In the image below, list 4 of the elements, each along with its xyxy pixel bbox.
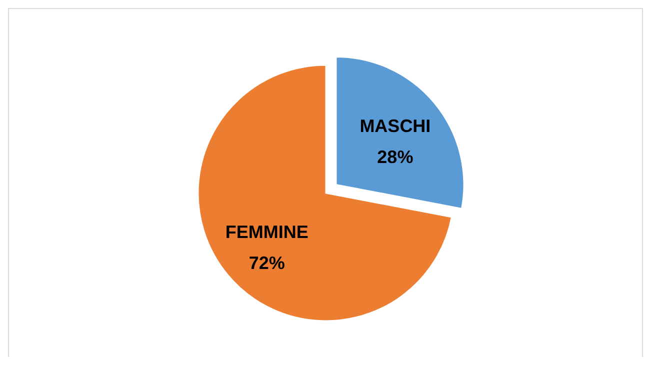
slice-label: FEMMINE xyxy=(225,222,308,242)
slice-label: MASCHI xyxy=(360,116,431,136)
data-label: 28% xyxy=(377,146,414,167)
data-label: 72% xyxy=(248,252,285,273)
